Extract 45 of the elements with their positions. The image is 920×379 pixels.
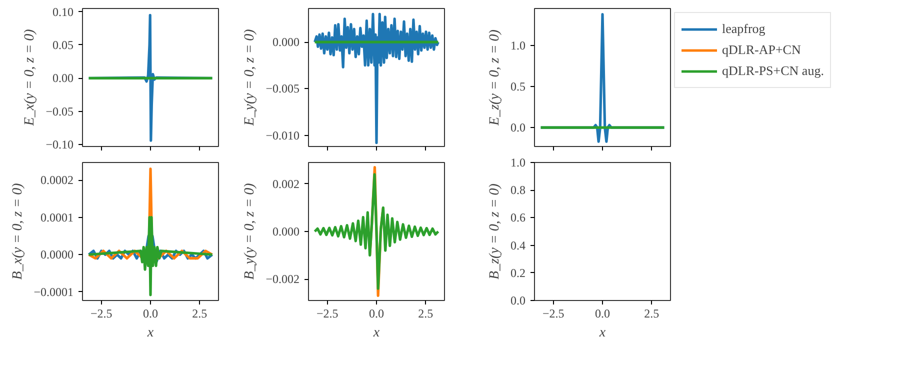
y-tick-label: 0.10 (52, 4, 74, 19)
y-tick-label: 0.2 (510, 266, 526, 280)
y-tick-label: −0.010 (266, 128, 300, 142)
legend-label: qDLR-PS+CN aug. (722, 63, 824, 79)
x-axis-title: x (598, 326, 606, 340)
x-axis-title: x (146, 326, 154, 340)
y-tick-label: 0.0002 (40, 173, 74, 188)
y-tick-label: 0.4 (510, 238, 526, 252)
y-tick-label: 0.0 (510, 294, 526, 308)
y-tick-label: −0.10 (46, 138, 74, 152)
y-axis-title: B_y(y = 0, z = 0) (242, 182, 258, 280)
y-tick-label: 0.0000 (40, 248, 74, 262)
x-tick-label: −2.5 (316, 306, 338, 320)
x-tick-label: −2.5 (90, 306, 112, 320)
y-tick-label: 0.8 (510, 183, 526, 198)
y-tick-label: 1.0 (510, 38, 526, 52)
x-tick-label: 2.5 (418, 306, 434, 320)
y-tick-label: 0.000 (272, 224, 300, 238)
x-tick-label: 2.5 (192, 306, 208, 320)
y-tick-label: 0.00 (52, 71, 74, 86)
y-axis-title: B_z(y = 0, z = 0) (488, 183, 502, 280)
y-tick-label: 1.0 (510, 156, 526, 170)
y-axis-title: E_x(y = 0, z = 0) (22, 28, 38, 127)
x-axis-title: x (372, 326, 380, 340)
legend-label: leapfrog (722, 21, 766, 37)
x-tick-label: −2.5 (542, 306, 564, 320)
y-tick-label: −0.005 (266, 82, 300, 96)
y-tick-label: 0.0001 (40, 210, 74, 224)
y-tick-label: 0.0 (510, 120, 526, 135)
y-tick-label: 0.05 (52, 38, 74, 52)
y-axis-title: B_x(y = 0, z = 0) (10, 182, 26, 280)
legend-label: qDLR-AP+CN (722, 42, 801, 58)
x-tick-label: 0.0 (143, 306, 158, 320)
y-axis-title: E_y(y = 0, z = 0) (242, 28, 258, 127)
y-tick-label: −0.002 (266, 272, 300, 286)
y-tick-label: 0.5 (510, 80, 526, 94)
y-tick-label: 0.002 (272, 176, 300, 191)
x-tick-label: 0.0 (595, 306, 610, 320)
y-tick-label: −0.0001 (34, 284, 74, 299)
x-tick-label: 0.0 (369, 306, 384, 320)
x-tick-label: 2.5 (644, 306, 660, 320)
y-tick-label: −0.05 (46, 104, 74, 118)
y-tick-label: 0.6 (510, 210, 526, 225)
y-tick-label: 0.000 (272, 35, 300, 50)
y-axis-title: E_z(y = 0, z = 0) (488, 29, 502, 126)
